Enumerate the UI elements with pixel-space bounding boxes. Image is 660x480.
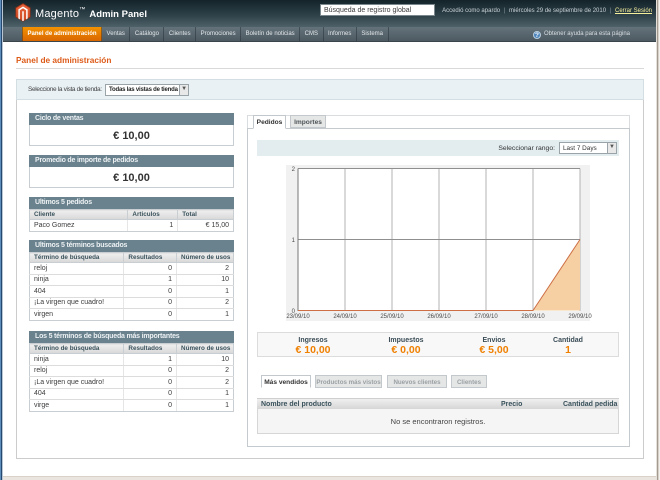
svg-text:29/09/10: 29/09/10 [568, 314, 592, 320]
svg-text:23/09/10: 23/09/10 [286, 314, 310, 320]
svg-text:25/09/10: 25/09/10 [380, 314, 404, 320]
svg-text:26/09/10: 26/09/10 [427, 314, 451, 320]
svg-text:28/09/10: 28/09/10 [521, 314, 545, 320]
svg-text:1: 1 [292, 238, 296, 244]
svg-text:0: 0 [292, 309, 296, 315]
svg-text:24/09/10: 24/09/10 [333, 314, 357, 320]
svg-text:2: 2 [292, 167, 296, 173]
svg-text:27/09/10: 27/09/10 [474, 314, 498, 320]
